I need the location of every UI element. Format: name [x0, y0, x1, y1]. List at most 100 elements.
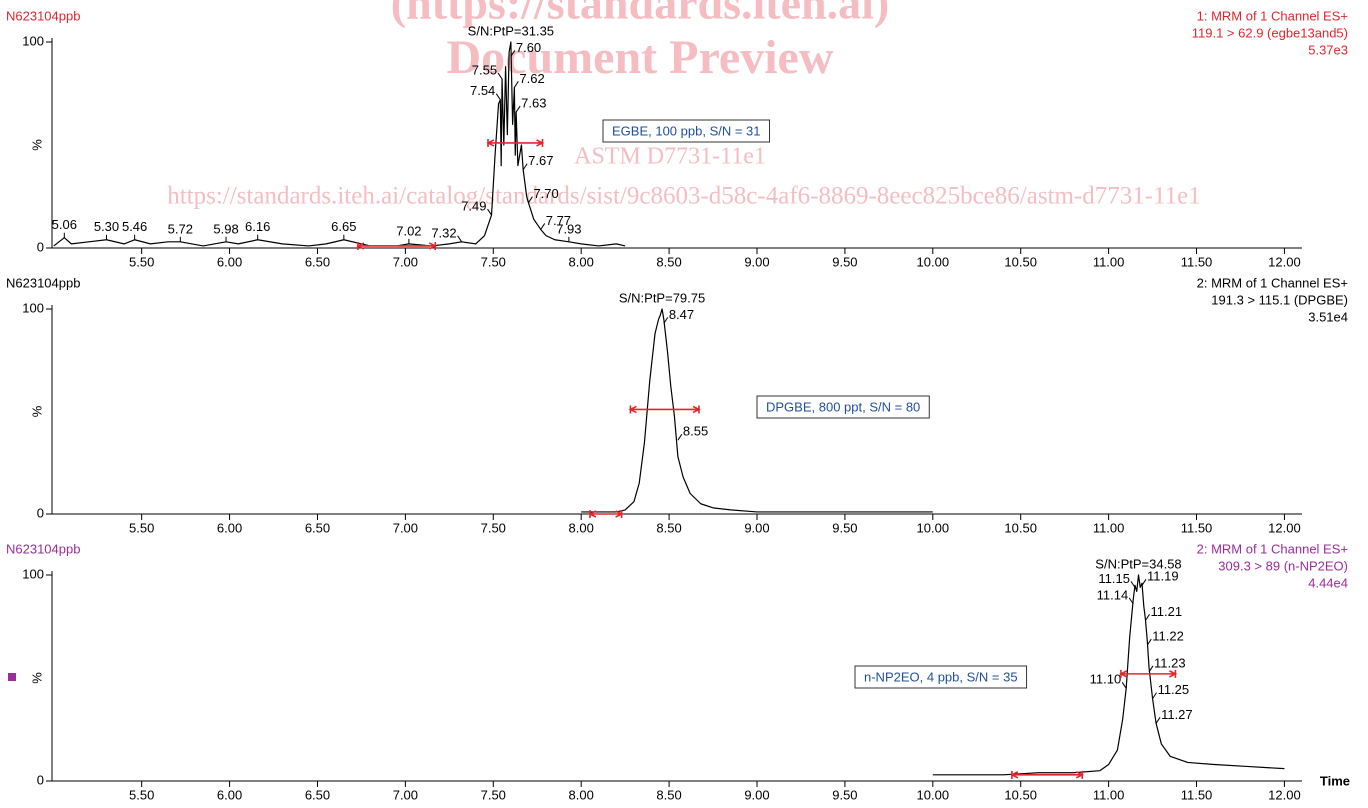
peak-leader: [663, 317, 669, 324]
signal-to-noise: S/N:PtP=31.35: [468, 23, 554, 38]
peak-label: 11.23: [1154, 655, 1186, 670]
peak-leader: [515, 105, 521, 113]
x-tick-label: 7.00: [393, 787, 418, 802]
x-tick-label: 11.50: [1181, 254, 1213, 269]
channel-info: 3.51e4: [1308, 309, 1348, 324]
peak-label: 5.72: [168, 221, 193, 236]
peak-label: 5.06: [52, 217, 77, 232]
x-tick-label: 11.00: [1093, 787, 1125, 802]
panel: N623104ppb 2: MRM of 1 Channel ES+ 191.3 >…: [6, 275, 1348, 535]
x-tick-label: 9.50: [832, 254, 857, 269]
peak-leader: [1148, 665, 1154, 673]
x-tick-label: 8.50: [656, 787, 681, 802]
peak-leader: [1141, 579, 1147, 586]
x-tick-label: 9.00: [744, 520, 769, 535]
annotation-box: [854, 665, 1028, 689]
peak-label: 7.63: [521, 95, 546, 110]
channel-info: 119.1 > 62.9 (egbe13and5): [1192, 25, 1348, 40]
peak-label: 7.93: [556, 221, 581, 236]
x-tick-label: 6.00: [217, 254, 242, 269]
x-tick-label: 6.50: [305, 787, 330, 802]
peak-leader: [1145, 614, 1150, 621]
peak-leader: [1152, 692, 1157, 699]
peak-leader: [513, 81, 519, 88]
annotation-text: n-NP2EO, 4 ppb, S/N = 35: [864, 669, 1018, 684]
panel: N623104ppb 2: MRM of 1 Channel ES+ 309.3 >…: [6, 541, 1350, 802]
peak-label: 11.21: [1151, 604, 1183, 619]
x-tick-label: 9.50: [832, 520, 857, 535]
watermark: https://standards.iteh.ai/catalog/standa…: [167, 183, 1201, 210]
channel-info: 4.44e4: [1308, 575, 1348, 590]
channel-info: 2: MRM of 1 Channel ES+: [1197, 541, 1348, 556]
y-tick-label: 100: [22, 33, 44, 48]
x-tick-label: 8.50: [656, 254, 681, 269]
watermark: ASTM D7731-11e1: [574, 144, 766, 170]
x-tick-label: 5.50: [129, 787, 154, 802]
channel-info: 5.37e3: [1308, 42, 1348, 57]
channel-marker: [8, 673, 16, 681]
peak-label: 8.47: [669, 307, 694, 322]
y-axis-label: %: [29, 405, 44, 417]
y-tick-label: 0: [37, 772, 44, 787]
peak-label: 11.25: [1158, 682, 1190, 697]
peak-label: 5.30: [94, 219, 119, 234]
peak-label: 7.62: [519, 71, 544, 86]
x-tick-label: 10.00: [917, 254, 950, 269]
annotation-box: [756, 395, 930, 419]
x-tick-label: 6.00: [217, 520, 242, 535]
peak-label: 7.02: [396, 223, 421, 238]
peak-leader: [1130, 581, 1136, 588]
peak-label: 11.27: [1161, 707, 1193, 722]
y-axis-label: %: [29, 139, 44, 151]
x-tick-label: 7.50: [481, 520, 506, 535]
x-tick-label: 9.00: [744, 254, 769, 269]
integration-marker: [1010, 770, 1085, 779]
y-tick-label: 0: [37, 505, 44, 520]
y-tick-label: 100: [22, 566, 44, 581]
x-tick-label: 8.00: [569, 787, 594, 802]
x-tick-label: 11.00: [1093, 520, 1125, 535]
x-tick-label: 7.00: [393, 520, 418, 535]
panel-title: N623104ppb: [6, 275, 80, 290]
x-tick-label: 10.00: [917, 787, 950, 802]
peak-label: 7.60: [516, 40, 541, 55]
peak-label: 7.70: [533, 186, 558, 201]
x-tick-label: 10.50: [1004, 787, 1037, 802]
peak-label: 7.54: [470, 83, 495, 98]
y-tick-label: 0: [37, 239, 44, 254]
peak-leader: [457, 235, 463, 243]
x-axis-label: Time: [1320, 773, 1350, 788]
peak-leader: [495, 93, 501, 100]
peak-leader: [677, 433, 683, 441]
peak-leader: [1121, 682, 1127, 689]
x-tick-label: 12.00: [1268, 787, 1301, 802]
peak-leader: [1155, 717, 1161, 724]
annotation-box: [602, 119, 771, 143]
peak-label: 11.22: [1152, 628, 1184, 643]
x-tick-label: 8.50: [656, 520, 681, 535]
peak-label: 11.19: [1147, 569, 1179, 584]
x-tick-label: 9.00: [744, 787, 769, 802]
watermark: Document Preview: [447, 31, 834, 84]
x-tick-label: 10.50: [1004, 254, 1037, 269]
peak-leader: [522, 163, 528, 170]
peak-label: 11.14: [1097, 587, 1129, 602]
peak-leader: [497, 72, 503, 80]
x-tick-label: 5.50: [129, 254, 154, 269]
peak-label: 5.98: [213, 221, 238, 236]
x-tick-label: 9.50: [832, 787, 857, 802]
x-tick-label: 7.50: [481, 787, 506, 802]
peak-leader: [540, 223, 546, 230]
integration-marker: [588, 510, 624, 518]
trace: [932, 574, 1285, 776]
peak-leader: [1146, 638, 1152, 646]
x-tick-label: 8.00: [569, 520, 594, 535]
panel-title: N623104ppb: [6, 541, 80, 556]
y-tick-label: 100: [22, 300, 44, 315]
x-tick-label: 7.00: [393, 254, 418, 269]
annotation-text: EGBE, 100 ppb, S/N = 31: [612, 123, 761, 138]
panel-title: N623104ppb: [6, 8, 80, 23]
peak-label: 7.32: [431, 225, 456, 240]
